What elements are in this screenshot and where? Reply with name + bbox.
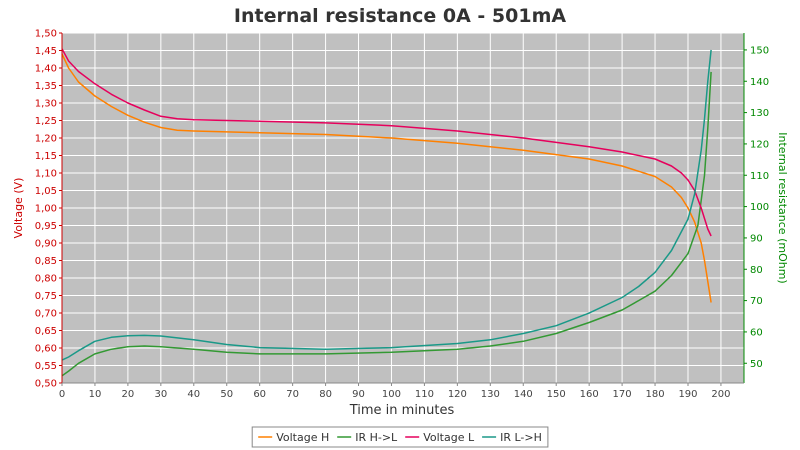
x-axis-ticks: 0 10 20 30 40 50 60 70 80 90 100 110 120 130 140 150 160… — [59, 383, 730, 400]
y-tick-label: 0,60 — [35, 344, 57, 355]
y2-tick-label: 140 — [750, 77, 769, 88]
x-tick-label: 170 — [613, 389, 632, 400]
y-tick-label: 1,00 — [35, 204, 57, 215]
x-tick-label: 130 — [481, 389, 500, 400]
y-tick-label: 1,10 — [35, 169, 57, 180]
y-tick-label: 1,25 — [35, 116, 57, 127]
y2-axis-ticks: 50 60 70 80 90 100 110 120 130 140 150 — [744, 45, 769, 370]
y-tick-label: 0,50 — [35, 379, 57, 390]
y-tick-label: 0,55 — [35, 361, 57, 372]
chart-title: Internal resistance 0A - 501mA — [234, 5, 566, 27]
y-tick-label: 0,95 — [35, 221, 57, 232]
grid — [61, 32, 744, 384]
y-tick-label: 0,65 — [35, 326, 57, 337]
y2-tick-label: 130 — [750, 108, 769, 119]
x-tick-label: 200 — [711, 389, 730, 400]
x-tick-label: 30 — [154, 389, 167, 400]
y-tick-label: 1,05 — [35, 186, 57, 197]
y-tick-label: 0,90 — [35, 239, 57, 250]
y-axis-title: Voltage (V) — [12, 178, 25, 239]
x-tick-label: 20 — [122, 389, 135, 400]
y-tick-label: 1,35 — [35, 81, 57, 92]
y2-tick-label: 50 — [750, 359, 763, 370]
legend-item-0: Voltage H — [258, 431, 329, 444]
x-tick-label: 110 — [415, 389, 434, 400]
y-tick-label: 0,80 — [35, 274, 57, 285]
x-tick-label: 60 — [253, 389, 266, 400]
x-tick-label: 140 — [514, 389, 533, 400]
y-axis-ticks: 0,50 0,55 0,60 0,65 0,70 0,75 0,80 0,85 0,90 0,95… — [35, 29, 62, 390]
y-tick-label: 0,85 — [35, 256, 57, 267]
x-tick-label: 50 — [220, 389, 233, 400]
x-tick-label: 150 — [547, 389, 566, 400]
y2-tick-label: 150 — [750, 45, 769, 56]
x-tick-label: 40 — [187, 389, 200, 400]
series-line-3 — [61, 49, 712, 361]
series-line-0 — [61, 53, 712, 303]
x-tick-label: 0 — [59, 389, 65, 400]
y2-tick-label: 120 — [750, 139, 769, 150]
legend-label: Voltage H — [276, 431, 329, 444]
y-tick-label: 0,70 — [35, 309, 57, 320]
y-tick-label: 1,15 — [35, 151, 57, 162]
series-line-2 — [61, 48, 712, 237]
legend-item-3: IR L->H — [482, 431, 542, 444]
legend-label: IR L->H — [500, 431, 542, 444]
y2-tick-label: 100 — [750, 202, 769, 213]
x-tick-label: 160 — [580, 389, 599, 400]
legend-box — [251, 426, 549, 448]
y2-tick-label: 80 — [750, 265, 763, 276]
y-tick-label: 1,45 — [35, 46, 57, 57]
legend-item-1: IR H->L — [337, 431, 398, 444]
y-tick-label: 1,20 — [35, 134, 57, 145]
x-tick-label: 120 — [448, 389, 467, 400]
legend-label: Voltage L — [423, 431, 475, 444]
x-tick-label: 180 — [645, 389, 664, 400]
y2-tick-label: 60 — [750, 327, 763, 338]
x-tick-label: 90 — [352, 389, 365, 400]
y-tick-label: 1,40 — [35, 64, 57, 75]
series-line-1 — [61, 71, 712, 377]
y-tick-label: 1,30 — [35, 99, 57, 110]
y2-tick-label: 70 — [750, 296, 763, 307]
y-tick-label: 1,50 — [35, 29, 57, 40]
x-tick-label: 100 — [382, 389, 401, 400]
legend-item-2: Voltage L — [405, 431, 475, 444]
legend-label: IR H->L — [355, 431, 398, 444]
x-axis-title: Time in minutes — [349, 403, 455, 418]
x-tick-label: 70 — [286, 389, 299, 400]
y2-tick-label: 110 — [750, 171, 769, 182]
y2-axis-title: Internal resistance (mOhm) — [776, 132, 789, 283]
y2-tick-label: 90 — [750, 233, 763, 244]
legend: Voltage H IR H->L Voltage L IR L->H — [251, 426, 549, 448]
x-tick-label: 190 — [678, 389, 697, 400]
y-tick-label: 0,75 — [35, 291, 57, 302]
x-tick-label: 80 — [319, 389, 332, 400]
x-tick-label: 10 — [89, 389, 102, 400]
series-layer — [61, 48, 712, 377]
